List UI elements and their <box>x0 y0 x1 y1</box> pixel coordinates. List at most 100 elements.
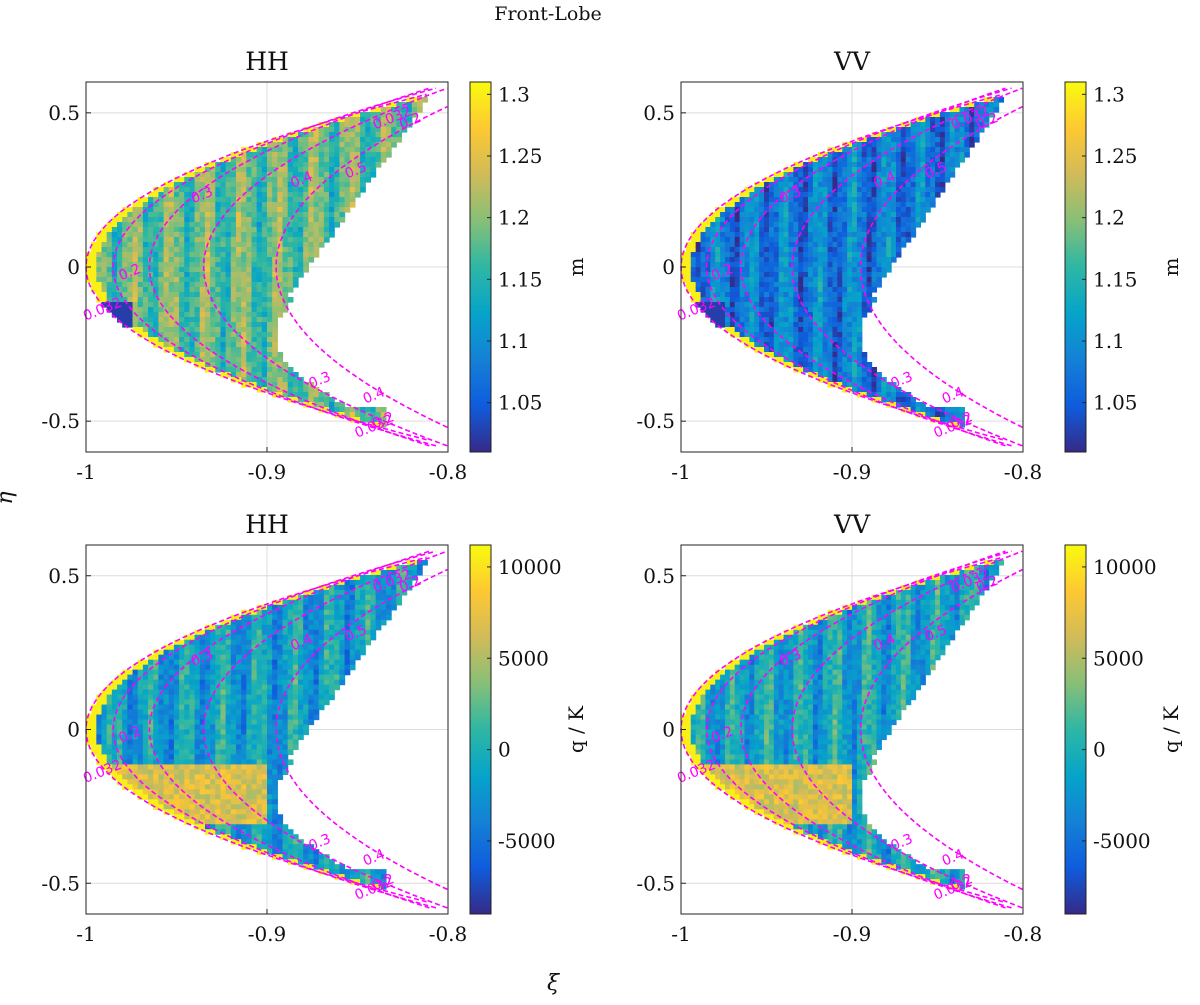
heatmap-cell <box>283 277 289 283</box>
heatmap-cell <box>215 695 221 701</box>
heatmap-cell <box>828 237 833 243</box>
heatmap-cell <box>133 237 139 243</box>
heatmap-cell <box>107 287 113 293</box>
heatmap-cell <box>184 227 190 233</box>
heatmap-cell <box>759 297 764 303</box>
heatmap-cell <box>179 217 185 223</box>
heatmap-cell <box>930 152 935 158</box>
heatmap-cell <box>195 695 201 701</box>
heatmap-cell <box>886 257 891 263</box>
heatmap-cell <box>314 132 320 138</box>
heatmap-cell <box>745 277 750 283</box>
heatmap-cell <box>288 162 294 168</box>
heatmap-cell <box>857 327 862 333</box>
heatmap-cell <box>293 147 299 153</box>
heatmap-cell <box>272 262 278 268</box>
heatmap-cell <box>857 202 862 208</box>
heatmap-cell <box>837 352 842 358</box>
heatmap-cell <box>200 302 206 308</box>
heatmap-cell <box>754 187 759 193</box>
heatmap-cell <box>184 744 190 750</box>
heatmap-cell <box>350 192 356 198</box>
heatmap-cell <box>122 710 128 716</box>
heatmap-cell <box>267 347 273 353</box>
heatmap-cell <box>376 137 382 143</box>
heatmap-cell <box>179 734 185 740</box>
heatmap-cell <box>174 272 180 278</box>
heatmap-cell <box>324 207 330 213</box>
heatmap-cell <box>251 162 257 168</box>
heatmap-cell <box>169 207 175 213</box>
heatmap-cell <box>220 277 226 283</box>
heatmap-cell <box>881 162 886 168</box>
heatmap-cell <box>210 779 216 785</box>
heatmap-cell <box>174 252 180 258</box>
heatmap-cell <box>930 187 935 193</box>
heatmap-cell <box>705 232 710 238</box>
heatmap-cell <box>102 720 108 726</box>
heatmap-cell <box>262 217 268 223</box>
heatmap-cell <box>808 307 813 313</box>
heatmap-cell <box>241 307 247 313</box>
heatmap-cell <box>764 257 769 263</box>
heatmap-cell <box>298 247 304 253</box>
heatmap-cell <box>226 317 232 323</box>
heatmap-cell <box>138 297 144 303</box>
heatmap-cell <box>314 227 320 233</box>
heatmap-cell <box>179 237 185 243</box>
heatmap-cell <box>133 287 139 293</box>
heatmap-cell <box>803 242 808 248</box>
colorbar-tick-label: 1.05 <box>1093 391 1138 415</box>
heatmap-cell <box>730 202 735 208</box>
heatmap-cell <box>896 252 901 258</box>
heatmap-cell <box>257 302 263 308</box>
heatmap-cell <box>138 227 144 233</box>
heatmap-cell <box>696 237 701 243</box>
heatmap-cell <box>133 715 139 721</box>
heatmap-cell <box>813 227 818 233</box>
heatmap-cell <box>215 327 221 333</box>
heatmap-cell <box>195 292 201 298</box>
heatmap-cell <box>872 197 877 203</box>
heatmap-cell <box>262 257 268 263</box>
heatmap-cell <box>91 287 97 293</box>
heatmap-cell <box>210 725 216 731</box>
heatmap-cell <box>179 794 185 800</box>
heatmap-cell <box>857 342 862 348</box>
heatmap-cell <box>862 172 867 178</box>
heatmap-cell <box>184 342 190 348</box>
heatmap-cell <box>935 187 940 193</box>
heatmap-cell <box>784 297 789 303</box>
heatmap-cell <box>143 242 149 248</box>
heatmap-cell <box>158 267 164 273</box>
heatmap-cell <box>138 754 144 760</box>
heatmap-cell <box>329 142 335 148</box>
heatmap-cell <box>246 730 252 736</box>
heatmap-cell <box>189 237 195 243</box>
heatmap-cell <box>251 192 257 198</box>
heatmap-cell <box>231 342 237 348</box>
heatmap-cell <box>334 402 340 408</box>
heatmap-cell <box>267 217 273 223</box>
heatmap-cell <box>220 207 226 213</box>
heatmap-cell <box>906 152 911 158</box>
heatmap-cell <box>867 267 872 273</box>
heatmap-cell <box>945 157 950 163</box>
heatmap-cell <box>277 257 283 263</box>
heatmap-cell <box>189 685 195 691</box>
heatmap-cell <box>283 282 289 288</box>
heatmap-cell <box>759 222 764 228</box>
heatmap-cell <box>808 237 813 243</box>
heatmap-cell <box>769 282 774 288</box>
heatmap-cell <box>283 382 289 388</box>
heatmap-cell <box>267 377 273 383</box>
heatmap-cell <box>102 725 108 731</box>
heatmap-cell <box>267 367 273 373</box>
heatmap-cell <box>749 277 754 283</box>
heatmap-cell <box>236 640 242 646</box>
heatmap-cell <box>153 222 159 228</box>
heatmap-cell <box>200 297 206 303</box>
heatmap-cell <box>210 212 216 218</box>
heatmap-cell <box>764 187 769 193</box>
heatmap-cell <box>246 640 252 646</box>
